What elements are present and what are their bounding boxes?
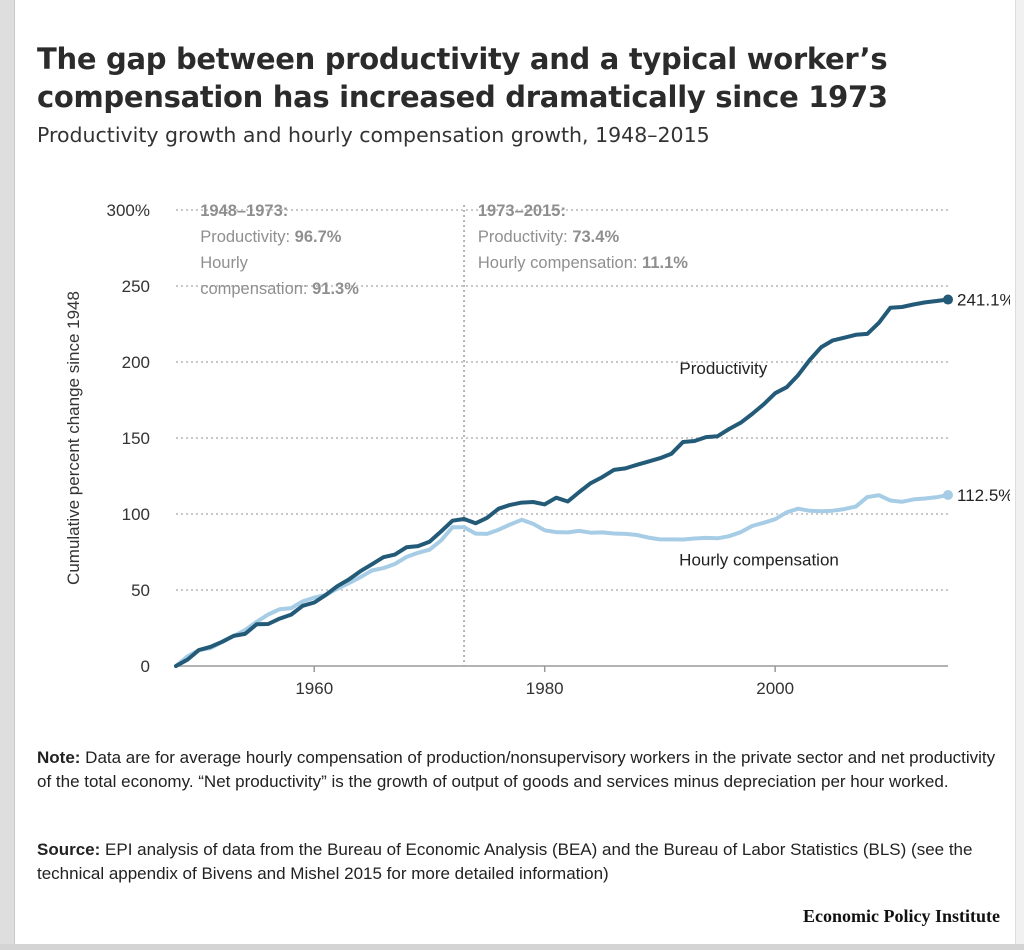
chart-subtitle: Productivity growth and hourly compensat… [37,123,710,147]
annotation-heading-2: 1973–2015: [478,202,566,220]
y-tick-label-300: 300% [107,201,150,220]
source-text: EPI analysis of data from the Bureau of … [37,840,973,883]
end-label-productivity: 241.1% [957,291,1010,310]
annotation-line-2-1: Productivity: 73.4% [478,228,620,246]
series-label-compensation: Hourly compensation [679,551,839,570]
y-tick-label-200: 200 [122,353,150,372]
end-label-compensation: 112.5% [957,486,1010,505]
y-tick-label-0: 0 [141,657,150,676]
note-label: Note: [37,748,81,767]
series-line-compensation [174,493,950,668]
annotation-line-1-1: Productivity: 96.7% [200,228,342,246]
line-chart: 0 50 100 150 200 250 300% 1960 1980 2000 Cumulativ… [64,201,1010,698]
annotation-heading-1: 1948–1973: [200,202,288,220]
source-label: Source: [37,840,101,859]
y-axis-label: Cumulative percent change since 1948 [64,291,83,585]
period-annotations: 1948–1973: Productivity: 96.7% Hourly compe… [200,202,688,298]
series-endpoint-compensation [943,490,953,500]
chart-source: Source: EPI analysis of data from the Bu… [37,838,997,886]
window-frame-right [1015,0,1024,950]
window-frame-bottom [0,944,1024,950]
gridlines [176,209,948,591]
series-endpoint-productivity [943,294,953,305]
window-frame-left [0,0,15,950]
chart-title: The gap between productivity and a typic… [37,42,888,114]
series-label-productivity: Productivity [679,359,767,378]
publisher-logo: Economic Policy Institute [803,906,1000,926]
x-tick-label-2000: 2000 [756,679,794,698]
axes: 0 50 100 150 200 250 300% 1960 1980 2000 Cumulativ… [64,201,948,698]
annotation-line-2-2: Hourly compensation: 11.1% [478,254,688,272]
y-tick-label-250: 250 [122,277,150,296]
note-text: Data are for average hourly compensation… [37,748,996,791]
series-lines: 112.5% 241.1% Productivity Hourly compensat… [174,291,1010,668]
y-tick-label-100: 100 [122,505,150,524]
y-tick-label-50: 50 [131,581,150,600]
x-tick-label-1960: 1960 [295,679,333,698]
chart-note: Note: Data are for average hourly compen… [37,746,997,794]
annotation-line-1-3: compensation: 91.3% [200,280,359,298]
x-tick-label-1980: 1980 [526,679,564,698]
y-tick-label-150: 150 [122,429,150,448]
annotation-line-1-2: Hourly [200,254,248,272]
series-line-productivity [174,297,950,668]
